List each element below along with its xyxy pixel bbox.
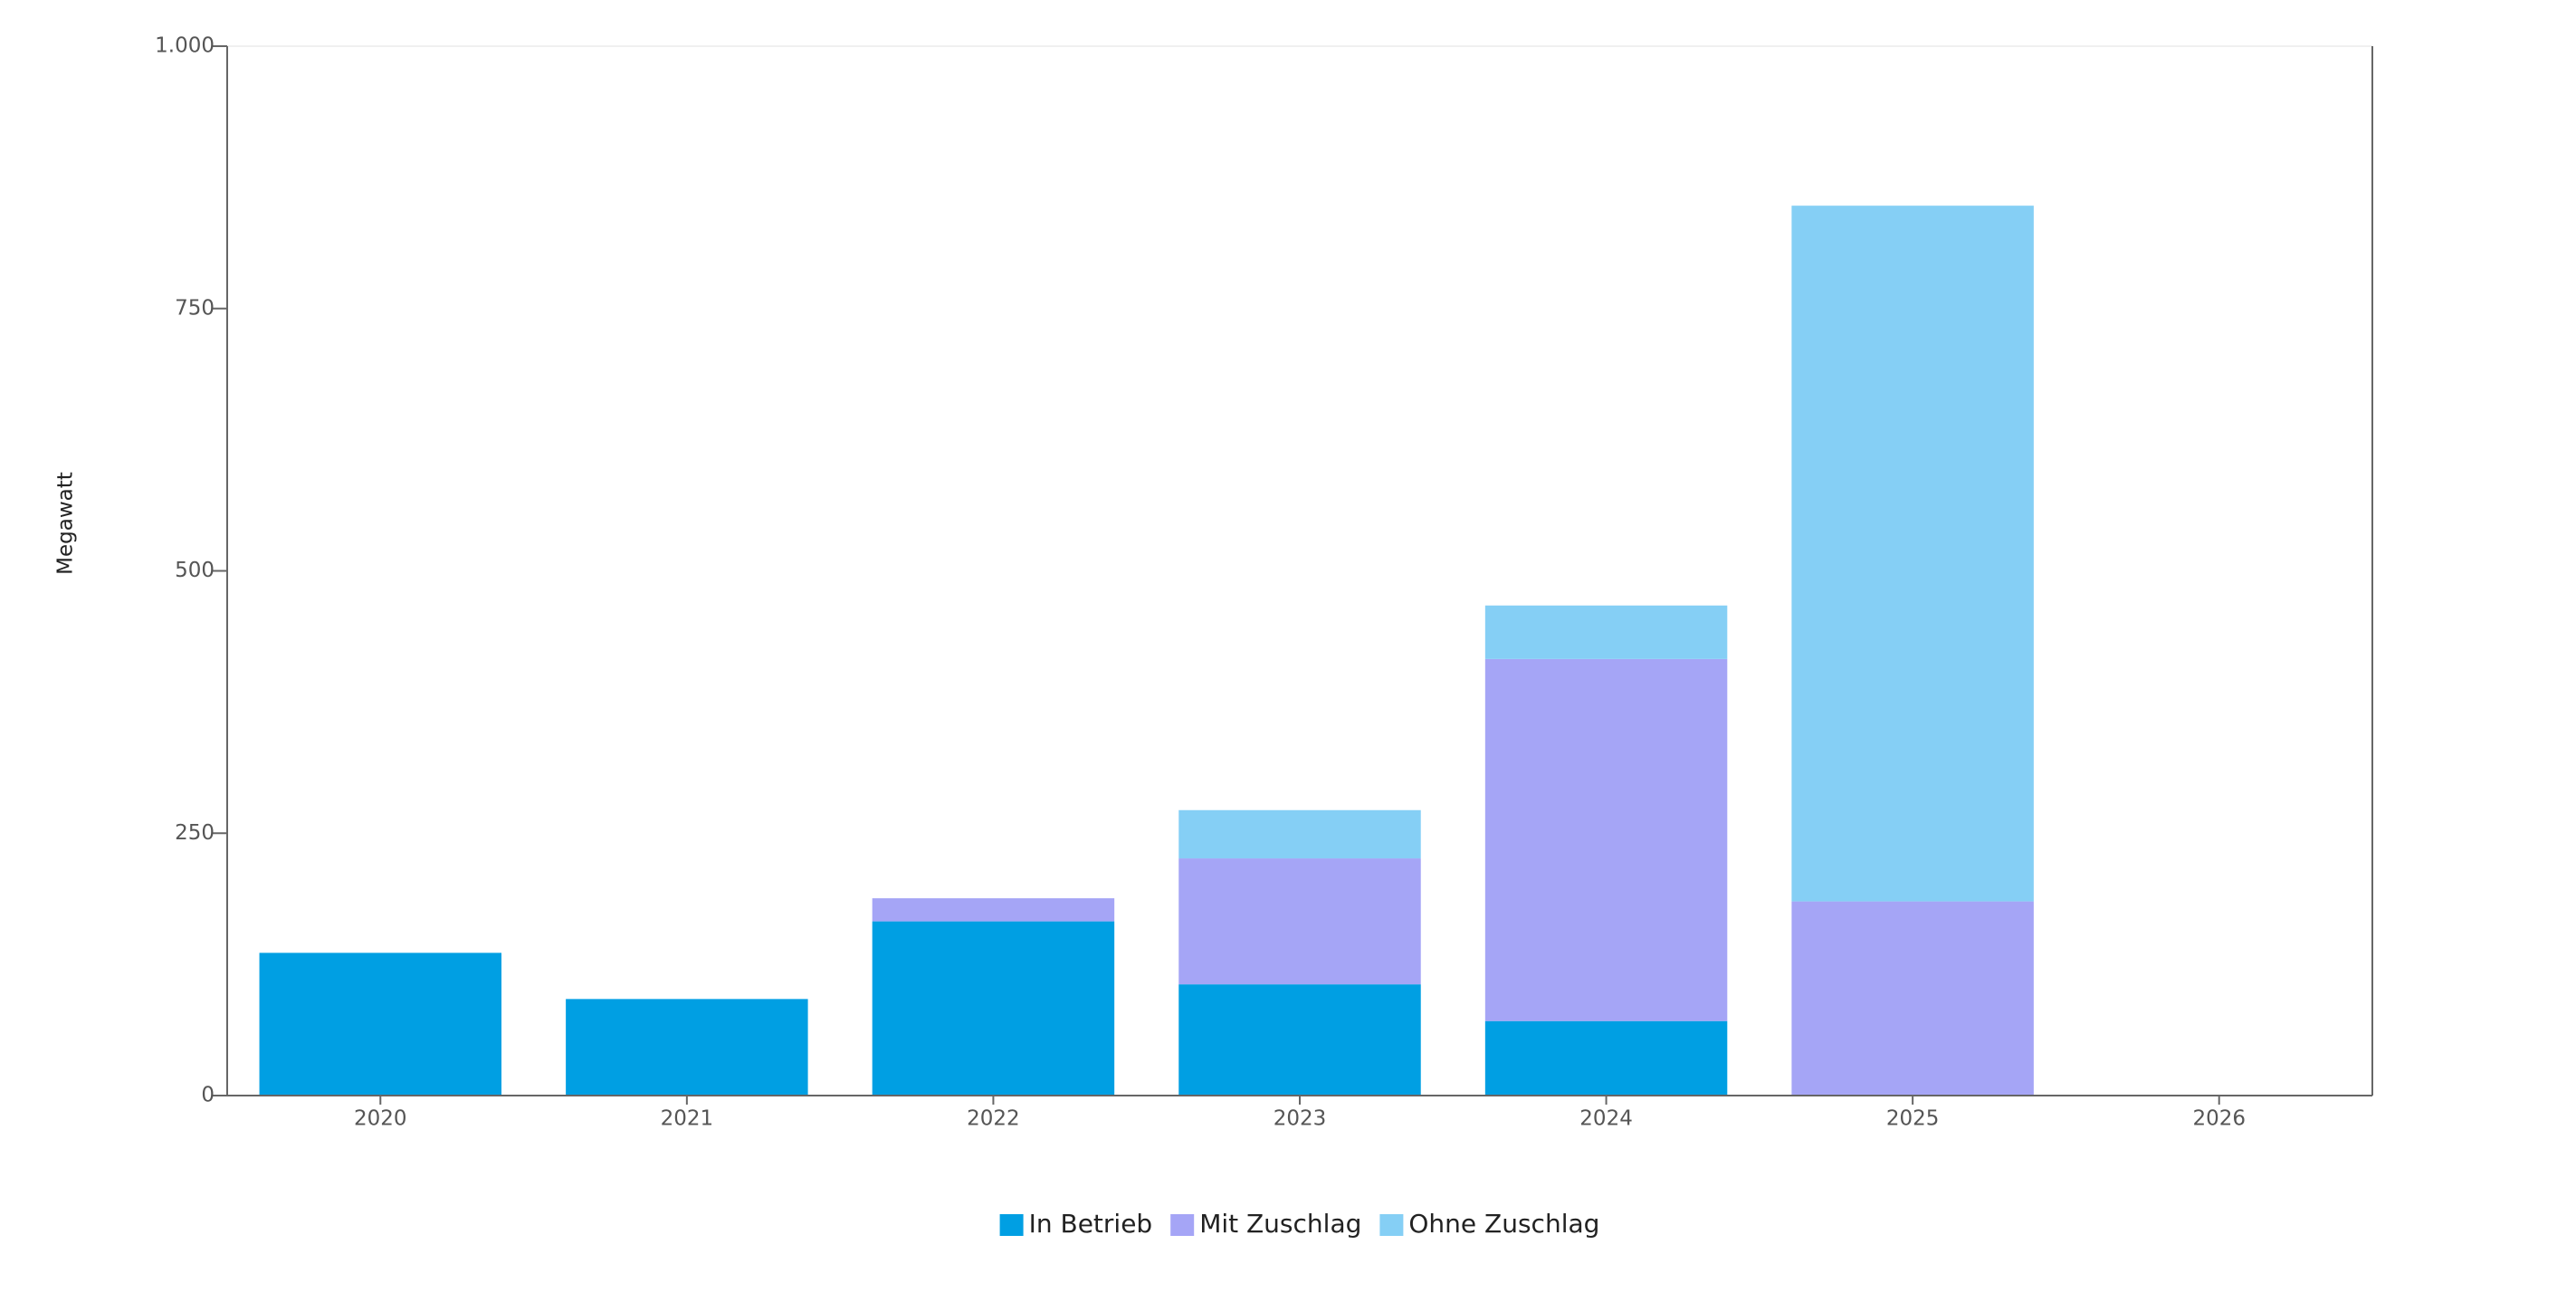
legend-label: In Betrieb: [1029, 1209, 1153, 1239]
x-tick-label: 2024: [1579, 1107, 1633, 1131]
legend-swatch: [1379, 1214, 1404, 1236]
bar-segment: [259, 953, 502, 1096]
bar-segment: [872, 898, 1115, 922]
y-axis-label: Megawatt: [54, 472, 78, 575]
bar-segment: [1791, 901, 2034, 1096]
y-tick-label: 0: [201, 1084, 215, 1107]
y-tick-label: 1.000: [155, 34, 215, 58]
y-tick-label: 500: [175, 559, 215, 582]
y-tick-label: 750: [175, 296, 215, 320]
bar-segment: [1178, 984, 1421, 1096]
x-tick-label: 2026: [2192, 1107, 2246, 1131]
y-tick-label: 250: [175, 821, 215, 845]
x-tick-label: 2025: [1886, 1107, 1940, 1131]
bar-segment: [1484, 658, 1728, 1021]
bar-segment: [1178, 809, 1421, 859]
legend-swatch: [999, 1214, 1024, 1236]
bar-segment: [1484, 605, 1728, 659]
legend-swatch: [1170, 1214, 1195, 1236]
legend-label: Ohne Zuschlag: [1408, 1209, 1599, 1239]
x-tick-label: 2021: [661, 1107, 714, 1131]
x-tick-label: 2023: [1274, 1107, 1327, 1131]
bar-segment: [566, 999, 808, 1096]
x-tick-label: 2022: [967, 1107, 1020, 1131]
legend-label: Mit Zuschlag: [1199, 1209, 1361, 1239]
bar-segment: [1791, 206, 2034, 902]
bar-segment: [872, 921, 1115, 1096]
x-tick-label: 2020: [354, 1107, 407, 1131]
bar-segment: [1178, 858, 1421, 985]
bar-segment: [1484, 1020, 1728, 1096]
